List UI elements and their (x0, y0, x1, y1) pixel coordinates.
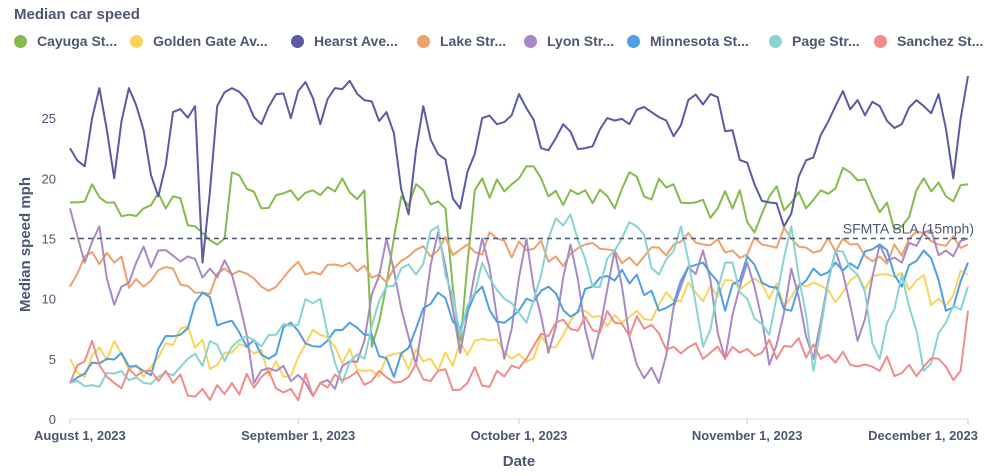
legend-label-page: Page Str... (792, 33, 860, 49)
y-tick-label: 20 (42, 171, 56, 186)
y-axis-label: Median speed mph (17, 177, 34, 312)
series-line-6[interactable] (69, 213, 969, 388)
y-axis: 0 5 10 15 20 25 (42, 111, 56, 427)
reference-line-group: SFMTA SLA (15mph) (70, 220, 974, 240)
x-tick-label: November 1, 2023 (692, 428, 803, 443)
x-axis-label: Date (503, 453, 536, 470)
legend-dot-minnesota (627, 34, 640, 48)
series-line-7[interactable] (69, 310, 969, 402)
legend-item-sanchez[interactable]: Sanchez St... (874, 33, 983, 49)
series-line-0[interactable] (70, 165, 969, 348)
series-line-2[interactable] (69, 75, 969, 264)
legend-label-minnesota: Minnesota St... (650, 33, 749, 49)
x-axis: August 1, 2023 September 1, 2023 October 1… (34, 418, 978, 443)
legend-label-sanchez: Sanchez St... (897, 33, 984, 49)
legend-dot-cayuga (14, 34, 27, 48)
legend-dot-golden-gate (130, 34, 143, 48)
series-lines (69, 75, 969, 402)
legend-item-cayuga[interactable]: Cayuga St... (14, 33, 117, 49)
y-tick-label: 25 (42, 111, 56, 126)
legend-dot-hearst (291, 34, 304, 48)
x-tick-label: August 1, 2023 (34, 428, 126, 443)
x-tick-label: October 1, 2023 (471, 428, 568, 443)
chart-title: Median car speed (14, 6, 140, 23)
legend-dot-lyon (524, 34, 537, 48)
legend-item-hearst[interactable]: Hearst Ave... (291, 33, 398, 49)
legend-label-hearst: Hearst Ave... (314, 33, 398, 49)
series-line-4[interactable] (69, 208, 969, 398)
reference-line-label: SFMTA SLA (15mph) (843, 220, 974, 236)
y-tick-label: 5 (49, 352, 56, 367)
y-tick-label: 15 (42, 231, 56, 246)
x-tick-label: September 1, 2023 (241, 428, 355, 443)
legend-label-cayuga: Cayuga St... (37, 33, 118, 49)
series-line-5[interactable] (69, 243, 969, 384)
legend-label-lyon: Lyon Str... (547, 33, 615, 49)
legend-item-page[interactable]: Page Str... (769, 33, 860, 49)
legend-label-lake: Lake Str... (440, 33, 507, 49)
x-tick-label: December 1, 2023 (868, 428, 978, 443)
legend-dot-sanchez (874, 34, 887, 48)
legend-item-lyon[interactable]: Lyon Str... (524, 33, 614, 49)
series-line-1[interactable] (69, 269, 969, 378)
legend-item-golden-gate[interactable]: Golden Gate Av... (130, 33, 268, 49)
legend: Cayuga St... Golden Gate Av... Hearst Av… (14, 33, 1000, 55)
legend-label-golden-gate: Golden Gate Av... (153, 33, 268, 49)
legend-item-lake[interactable]: Lake Str... (417, 33, 506, 49)
y-tick-label: 10 (42, 292, 56, 307)
legend-item-minnesota[interactable]: Minnesota St... (627, 33, 749, 49)
legend-dot-page (769, 34, 782, 48)
y-tick-label: 0 (49, 412, 56, 427)
legend-dot-lake (417, 34, 430, 48)
